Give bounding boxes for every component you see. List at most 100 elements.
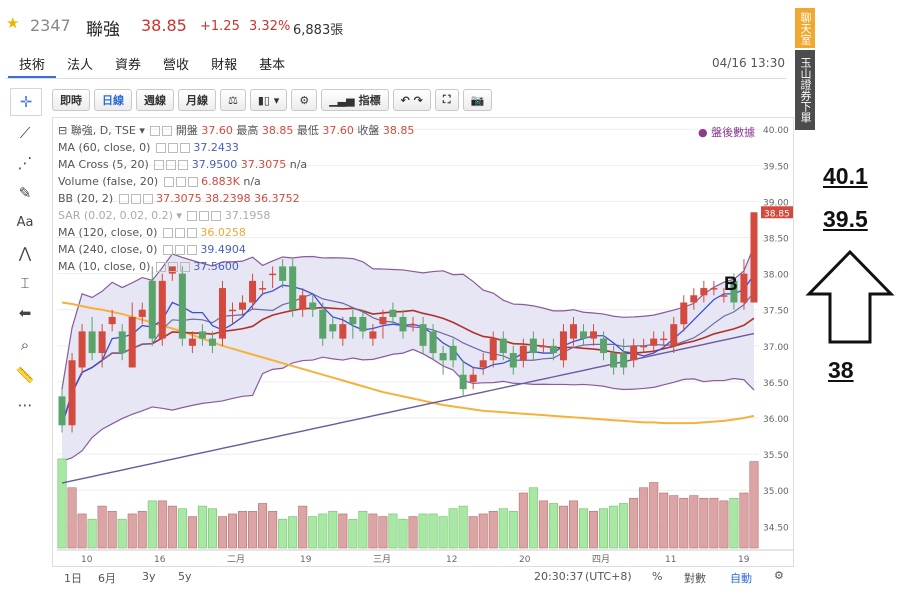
tab-basic[interactable]: 基本 [259,58,286,73]
chat-room-button[interactable]: 聊天室 [795,8,815,48]
tab-technical[interactable]: 技術 [8,54,57,78]
volume-bar [659,492,669,549]
candle-body [359,316,367,332]
x-tick-label: 10 [81,555,93,565]
candle-type-icon[interactable]: ▮▯ ▾ [249,89,288,111]
tab-financials[interactable]: 財報 [211,58,238,73]
volume-bar [649,482,659,549]
after-hours-data-link[interactable]: ● 盤後數據 [698,126,756,139]
candle-body [419,324,427,346]
y-tick-label: 38.00 [763,271,789,281]
measure-icon[interactable]: ⌶ [20,274,30,292]
bollinger-band [61,246,755,462]
volume-bar [599,508,609,549]
volume-bar [719,500,729,549]
moving-averages [61,273,755,484]
pct-toggle[interactable]: % [652,570,663,583]
ma120-line [61,301,755,425]
range-5y[interactable]: 5y [178,570,192,583]
fullscreen-icon[interactable]: ⛶ [434,89,459,111]
indicators-button[interactable]: ▁▃▅ 指標 [321,89,389,111]
candle-body [68,360,76,426]
volume-bar [207,508,217,549]
tab-institutional[interactable]: 法人 [67,58,94,73]
camera-icon[interactable]: 📷 [462,89,493,111]
scale-icon[interactable]: ⚖ [220,89,246,111]
candle-body [369,331,377,339]
bb-upper-line [61,246,755,390]
stock-code: 2347 [30,16,71,35]
volume-bar [548,503,558,549]
favorite-star-icon[interactable]: ★ [6,14,20,32]
volume-bar [448,508,458,549]
candle-body [198,331,206,339]
volume-bar [488,511,498,549]
daily-button[interactable]: 日線 [94,89,132,111]
candle-body [640,345,648,348]
price-axis: 40.00 39.50 39.00 38.50 38.00 37.50 37.00 36.50… [761,126,793,533]
volume-bar [127,513,137,549]
pattern-icon[interactable]: ⋀ [18,244,32,262]
volume-bar [388,513,398,549]
brush-icon[interactable]: ✎ [18,184,32,202]
up-arrow-icon [805,250,895,344]
range-1d[interactable]: 1日 [64,572,82,585]
volume-bar [318,513,328,549]
candle-body [178,273,186,339]
trade-volume: 6,883張 [293,23,344,38]
candle-body [289,266,297,310]
fib-icon[interactable]: ⋰ [17,154,33,172]
settings-gear-icon[interactable]: ⚙ [291,89,318,111]
ma20-line [61,306,755,426]
volume-bar [167,505,177,549]
volume-bar [87,518,97,549]
tab-margin[interactable]: 資券 [115,58,142,73]
scale-settings-icon[interactable]: ⚙ [774,569,784,582]
auto-toggle[interactable]: 自動 [730,572,752,585]
volume-bar [157,500,167,549]
x-tick-label: 四月 [592,554,610,565]
volume-bar [729,497,739,549]
candle-body [158,280,166,339]
volume-bar [67,487,77,549]
candle-body [569,324,577,339]
log-toggle[interactable]: 對數 [684,572,706,585]
more-icon[interactable]: ⋯ [17,396,33,414]
ruler-icon[interactable]: 📏 [15,366,35,384]
monthly-button[interactable]: 月線 [178,89,216,111]
trendline-icon[interactable]: ⟋ [19,124,31,142]
candle-body [670,324,678,346]
volume-bar [378,516,388,549]
price-chart[interactable]: 40.00 39.50 39.00 38.50 38.00 37.50 37.00 36.50… [53,118,793,566]
candle-body [700,288,708,296]
range-6m[interactable]: 6月 [98,572,116,585]
candle-body [118,331,126,354]
candle-body [208,338,216,346]
arrow-left-icon[interactable]: ⬅ [18,304,32,322]
candle-body [429,331,437,354]
tab-revenue[interactable]: 營收 [163,58,190,73]
undo-redo-icon[interactable]: ↶ ↷ [392,89,431,111]
candle-body [329,324,337,332]
candle-body [519,345,527,361]
intraday-button[interactable]: 即時 [52,89,90,111]
zoom-icon[interactable]: ⌕ [20,336,30,354]
x-tick-label: 二月 [227,554,245,565]
text-tool-icon[interactable]: Aa [16,215,34,230]
volume-bar [177,508,187,549]
candle-body [249,280,257,303]
crosshair-icon[interactable]: ✛ [10,88,42,116]
volume-bar [348,518,358,549]
weekly-button[interactable]: 週線 [136,89,174,111]
broker-order-button[interactable]: 玉山證券下單 [795,50,815,130]
candle-body [469,374,477,382]
range-3y[interactable]: 3y [142,570,156,583]
candle-body [309,302,317,310]
drawing-toolbar: ✛ ⟋ ⋰ ✎ Aa ⋀ ⌶ ⬅ ⌕ 📏 ⋯ [10,88,44,422]
volume-bar [227,513,238,549]
clock-time: 20:30:37 [534,570,584,583]
candle-body [509,353,517,368]
volume-bar [589,511,599,549]
volume-bar [418,513,428,549]
volume-bar [268,511,278,549]
